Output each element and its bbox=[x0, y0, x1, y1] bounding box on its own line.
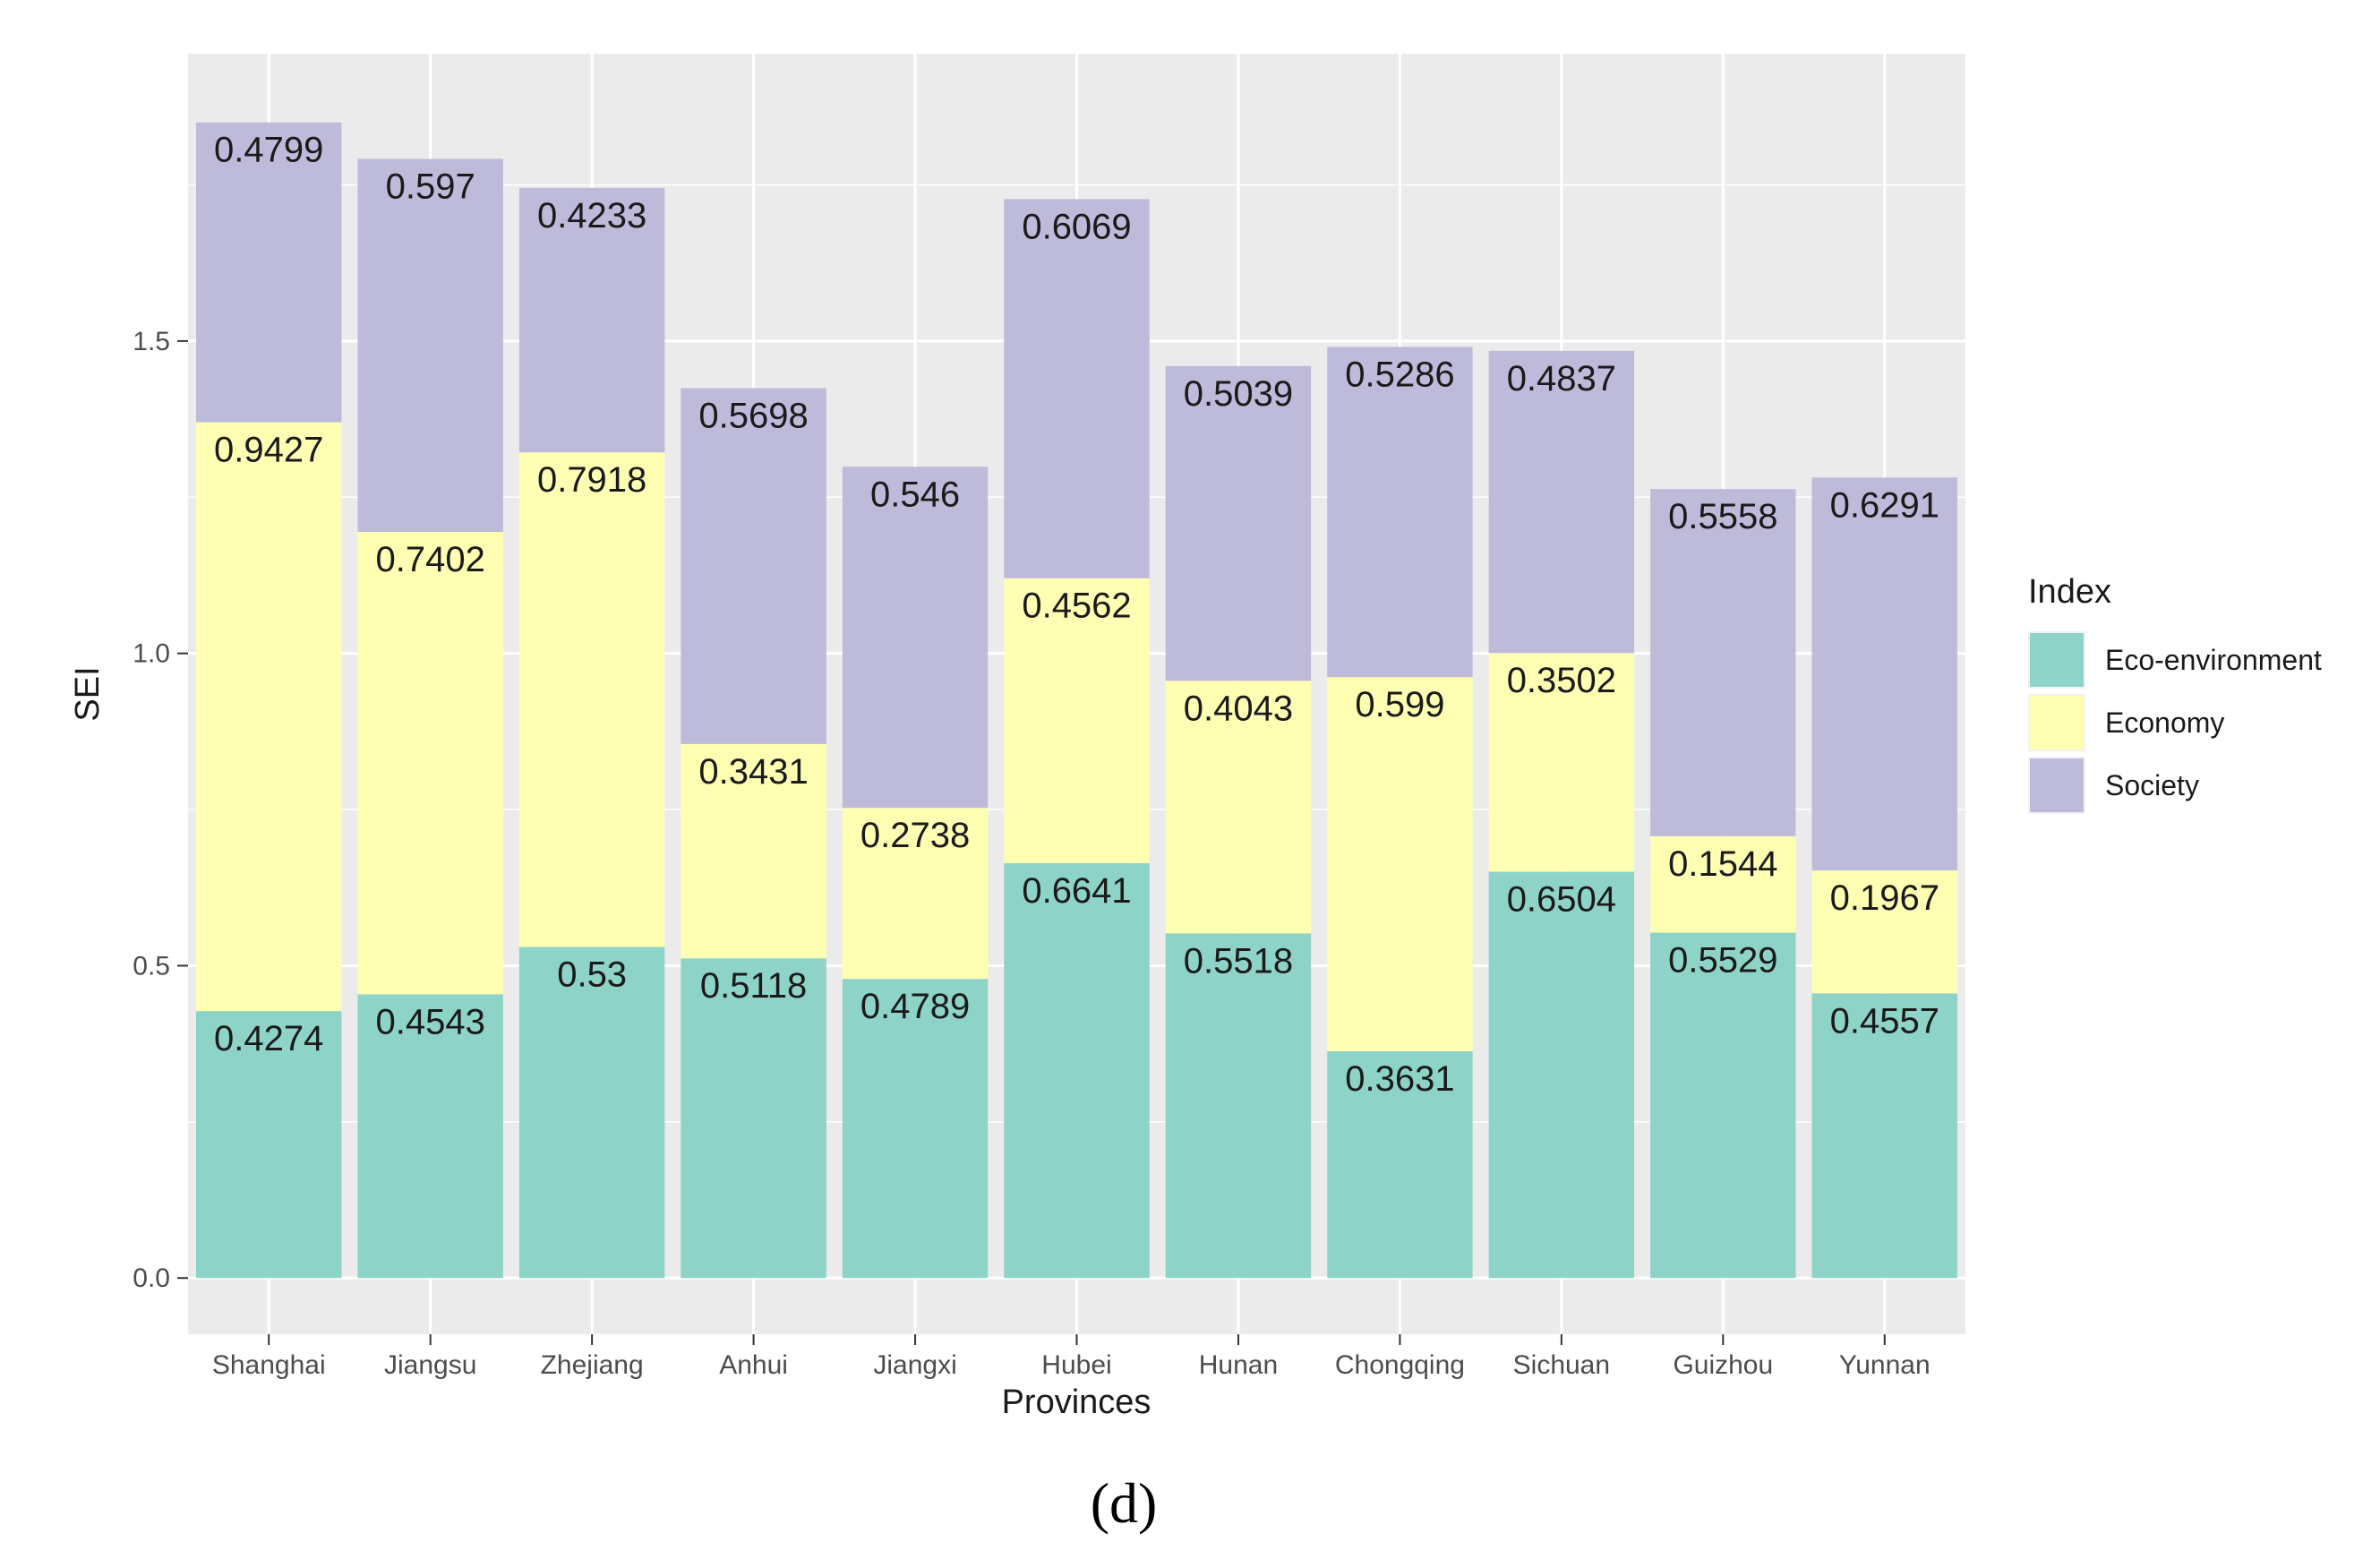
y-tick-label: 0.0 bbox=[133, 1263, 170, 1293]
legend-label: Economy bbox=[2105, 707, 2224, 739]
bar-value-label: 0.4274 bbox=[214, 1019, 323, 1058]
bar-value-label: 0.5698 bbox=[698, 396, 808, 435]
bar-value-label: 0.5118 bbox=[700, 966, 807, 1006]
bar-value-label: 0.4543 bbox=[376, 1002, 485, 1041]
bar-segment bbox=[196, 422, 342, 1012]
bar-segment bbox=[681, 388, 826, 744]
bar-segment bbox=[518, 187, 665, 453]
bar-value-label: 0.9427 bbox=[214, 430, 323, 469]
bar-segment bbox=[842, 979, 989, 1279]
bar-segment bbox=[1488, 653, 1635, 872]
legend-label: Society bbox=[2105, 769, 2199, 801]
bar-value-label: 0.1967 bbox=[1830, 878, 1939, 918]
x-tick-label: Jiangxi bbox=[873, 1350, 956, 1380]
data-labels: 0.4274 0.9427 0.4799 0.4543 0.7402 0.597 0.53 0… bbox=[214, 131, 1939, 1099]
bar-segment bbox=[842, 808, 989, 980]
x-tick-label: Sichuan bbox=[1513, 1350, 1610, 1380]
bar-segment bbox=[1004, 862, 1150, 1279]
bar-segment bbox=[1004, 578, 1150, 863]
bar-segment bbox=[357, 994, 503, 1279]
bar-segment bbox=[1488, 871, 1635, 1279]
x-tick-label: Zhejiang bbox=[541, 1350, 644, 1380]
bar-segment bbox=[1650, 489, 1796, 836]
bar-value-label: 0.6504 bbox=[1507, 880, 1616, 920]
bar-segment bbox=[357, 158, 503, 532]
x-tick-label: Hunan bbox=[1199, 1350, 1278, 1380]
bar-value-label: 0.4557 bbox=[1830, 1001, 1939, 1041]
bar-value-label: 0.599 bbox=[1355, 685, 1444, 724]
bar-segment bbox=[842, 467, 989, 809]
bar-segment bbox=[196, 1011, 342, 1279]
bar-value-label: 0.53 bbox=[557, 955, 627, 995]
bars bbox=[196, 122, 1957, 1279]
x-axis-title: Provinces bbox=[1002, 1383, 1151, 1421]
bar-value-label: 0.7402 bbox=[376, 540, 485, 579]
x-tick-label: Guizhou bbox=[1673, 1350, 1773, 1380]
panel-label: (d) bbox=[1091, 1471, 1158, 1535]
axes: 0.0 0.5 1.0 1.5 Shanghai Jiangsu Zhejiang Anhui… bbox=[133, 327, 1930, 1380]
x-tick-label: Anhui bbox=[719, 1350, 788, 1380]
x-tick-label: Shanghai bbox=[212, 1350, 326, 1380]
bar-segment bbox=[196, 122, 342, 423]
bar-value-label: 0.597 bbox=[386, 167, 475, 207]
bar-value-label: 0.546 bbox=[870, 475, 960, 514]
bar-segment bbox=[1811, 993, 1957, 1279]
x-tick-label: Jiangsu bbox=[384, 1350, 476, 1380]
bar-segment bbox=[1165, 365, 1312, 681]
bar-value-label: 0.5286 bbox=[1345, 355, 1454, 394]
bar-value-label: 0.3431 bbox=[698, 752, 808, 792]
y-tick-label: 1.5 bbox=[133, 327, 170, 356]
bar-value-label: 0.7918 bbox=[537, 460, 646, 500]
bar-value-label: 0.2738 bbox=[860, 816, 970, 855]
bar-value-label: 0.6069 bbox=[1022, 207, 1131, 246]
bar-value-label: 0.5039 bbox=[1184, 374, 1293, 414]
bar-value-label: 0.5518 bbox=[1184, 941, 1293, 981]
bar-value-label: 0.4233 bbox=[537, 196, 646, 236]
bar-segment bbox=[1811, 477, 1957, 871]
bar-value-label: 0.1544 bbox=[1668, 844, 1777, 884]
y-axis-title: SEI bbox=[69, 666, 107, 721]
legend-swatch bbox=[2030, 758, 2084, 812]
bar-segment bbox=[1488, 350, 1635, 654]
x-tick-label: Yunnan bbox=[1839, 1350, 1931, 1380]
bar-value-label: 0.4562 bbox=[1022, 587, 1131, 626]
y-tick-label: 0.5 bbox=[133, 951, 170, 981]
bar-segment bbox=[681, 743, 826, 959]
legend-label: Eco-environment bbox=[2105, 644, 2322, 676]
bar-value-label: 0.6291 bbox=[1830, 485, 1939, 525]
bar-segment bbox=[1327, 347, 1473, 678]
bar-segment bbox=[1004, 199, 1150, 578]
y-tick-label: 1.0 bbox=[133, 639, 170, 669]
bar-segment bbox=[1327, 1050, 1473, 1279]
legend-swatch bbox=[2030, 696, 2084, 750]
bar-value-label: 0.3502 bbox=[1507, 661, 1616, 700]
legend-title: Index bbox=[2028, 573, 2111, 611]
bar-value-label: 0.3631 bbox=[1345, 1059, 1454, 1099]
x-tick-label: Chongqing bbox=[1335, 1350, 1465, 1380]
bar-segment bbox=[1811, 870, 1957, 994]
bar-segment bbox=[1650, 932, 1796, 1279]
bar-value-label: 0.4837 bbox=[1507, 359, 1616, 398]
legend: Index Eco-environment Economy Society bbox=[2028, 573, 2322, 814]
bar-value-label: 0.4799 bbox=[214, 131, 323, 170]
bar-segment bbox=[681, 958, 826, 1279]
bar-segment bbox=[1165, 681, 1312, 934]
bar-value-label: 0.5529 bbox=[1668, 941, 1777, 981]
x-tick-label: Hubei bbox=[1041, 1350, 1111, 1380]
bar-segment bbox=[1165, 933, 1312, 1279]
bar-value-label: 0.4043 bbox=[1184, 689, 1293, 728]
bar-segment bbox=[518, 947, 665, 1279]
bar-segment bbox=[1327, 677, 1473, 1051]
bar-segment bbox=[357, 531, 503, 995]
legend-swatch bbox=[2030, 633, 2084, 687]
bar-value-label: 0.6641 bbox=[1022, 871, 1131, 911]
bar-value-label: 0.5558 bbox=[1668, 497, 1777, 536]
bar-segment bbox=[1650, 835, 1796, 933]
bar-value-label: 0.4789 bbox=[860, 987, 970, 1026]
bar-segment bbox=[518, 452, 665, 947]
